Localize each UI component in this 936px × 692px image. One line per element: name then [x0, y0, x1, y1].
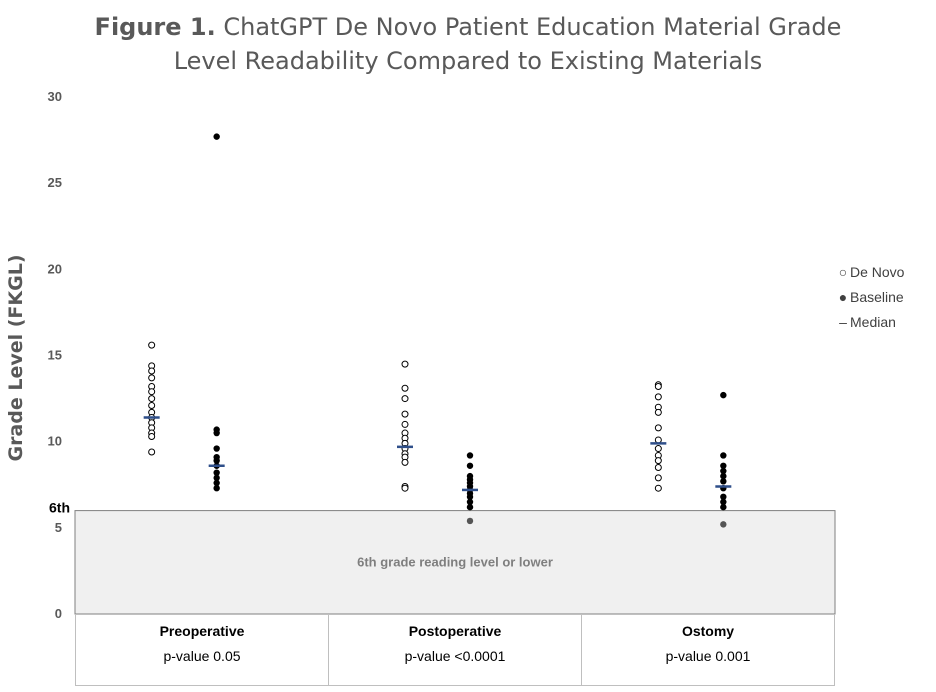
legend-item-de-novo: ○ De Novo: [838, 262, 905, 287]
data-point-baseline: [466, 503, 474, 511]
data-point-de-novo: [401, 410, 409, 418]
data-point-baseline: [720, 467, 727, 475]
title-figure-number: Figure 1.: [94, 13, 216, 41]
dash-icon: –: [839, 314, 847, 330]
data-point-baseline: [720, 493, 727, 501]
category-label: Preoperative: [159, 623, 245, 639]
data-point-baseline: [720, 472, 727, 480]
filled-circle-icon: ●: [838, 289, 848, 305]
data-point-de-novo: [401, 395, 409, 403]
table-cell-preoperative: Preoperative p-value 0.05: [76, 615, 329, 685]
data-point-de-novo: [654, 436, 662, 444]
data-point-de-novo: [148, 341, 156, 349]
data-point-baseline: [466, 498, 474, 506]
data-point-baseline: [720, 391, 727, 399]
data-point-de-novo: [654, 464, 662, 472]
y-tick-label: 30: [48, 89, 62, 104]
data-point-de-novo: [148, 401, 156, 409]
data-point-baseline: [213, 479, 220, 487]
data-point-de-novo: [654, 408, 662, 416]
data-point-baseline: [213, 133, 220, 140]
table-cell-ostomy: Ostomy p-value 0.001: [582, 615, 834, 685]
data-point-baseline: [213, 429, 220, 437]
data-point-baseline: [213, 469, 220, 476]
p-value-label: p-value <0.0001: [404, 648, 506, 664]
y-tick-label: 5: [55, 520, 62, 535]
open-circle-icon: ○: [838, 264, 848, 280]
data-point-baseline: [720, 452, 727, 459]
legend-label: Median: [850, 314, 896, 330]
data-point-baseline: [720, 521, 727, 528]
data-point-baseline: [720, 503, 727, 511]
data-point-baseline: [720, 498, 727, 506]
threshold-tick-label: 6th: [49, 500, 70, 516]
data-point-de-novo: [401, 484, 409, 492]
data-point-de-novo: [654, 474, 662, 482]
threshold-region-label: 6th grade reading level or lower: [357, 555, 553, 570]
data-point-baseline: [466, 493, 474, 501]
data-point-de-novo: [148, 395, 156, 403]
y-tick-label: 10: [48, 434, 62, 449]
data-point-baseline: [213, 457, 220, 464]
chart-title: Figure 1. ChatGPT De Novo Patient Educat…: [0, 10, 936, 78]
data-point-baseline: [466, 517, 474, 525]
y-tick-label: 0: [55, 606, 62, 621]
y-tick-label: 20: [48, 261, 62, 276]
data-point-de-novo: [148, 432, 156, 440]
data-point-de-novo: [148, 374, 156, 382]
title-line1: ChatGPT De Novo Patient Education Materi…: [215, 13, 842, 41]
data-point-de-novo: [148, 367, 156, 375]
data-point-de-novo: [401, 458, 409, 466]
legend: ○ De Novo ● Baseline – Median: [838, 262, 905, 337]
data-point-baseline: [213, 484, 220, 492]
data-point-baseline: [720, 478, 727, 485]
title-line2: Level Readability Compared to Existing M…: [173, 47, 763, 75]
p-value-label: p-value 0.001: [665, 648, 751, 664]
threshold-region: [74, 510, 836, 615]
data-point-baseline: [213, 445, 220, 452]
y-tick-label: 15: [48, 348, 62, 363]
legend-label: Baseline: [850, 289, 904, 305]
y-tick-label: 25: [48, 175, 62, 190]
p-value-label: p-value 0.05: [163, 648, 241, 664]
data-point-baseline: [720, 462, 727, 469]
category-table: Preoperative p-value 0.05 Postoperative …: [75, 614, 835, 686]
legend-item-median: – Median: [838, 312, 904, 337]
data-point-baseline: [466, 462, 474, 469]
data-point-de-novo: [654, 457, 662, 465]
data-point-de-novo: [654, 383, 662, 391]
category-label: Postoperative: [408, 623, 502, 639]
data-point-baseline: [213, 474, 220, 482]
data-point-de-novo: [148, 388, 156, 396]
data-point-de-novo: [654, 393, 662, 401]
data-point-de-novo: [401, 360, 409, 368]
data-point-de-novo: [654, 445, 662, 453]
y-axis-label: Grade Level (FKGL): [5, 254, 27, 462]
data-point-de-novo: [654, 424, 662, 432]
legend-label: De Novo: [850, 264, 905, 280]
data-point-baseline: [466, 452, 474, 459]
data-point-de-novo: [401, 384, 409, 392]
category-label: Ostomy: [681, 623, 735, 639]
data-point-de-novo: [401, 420, 409, 428]
table-cell-postoperative: Postoperative p-value <0.0001: [329, 615, 582, 685]
legend-item-baseline: ● Baseline: [838, 287, 904, 312]
data-point-de-novo: [654, 484, 662, 492]
data-point-de-novo: [148, 448, 156, 456]
